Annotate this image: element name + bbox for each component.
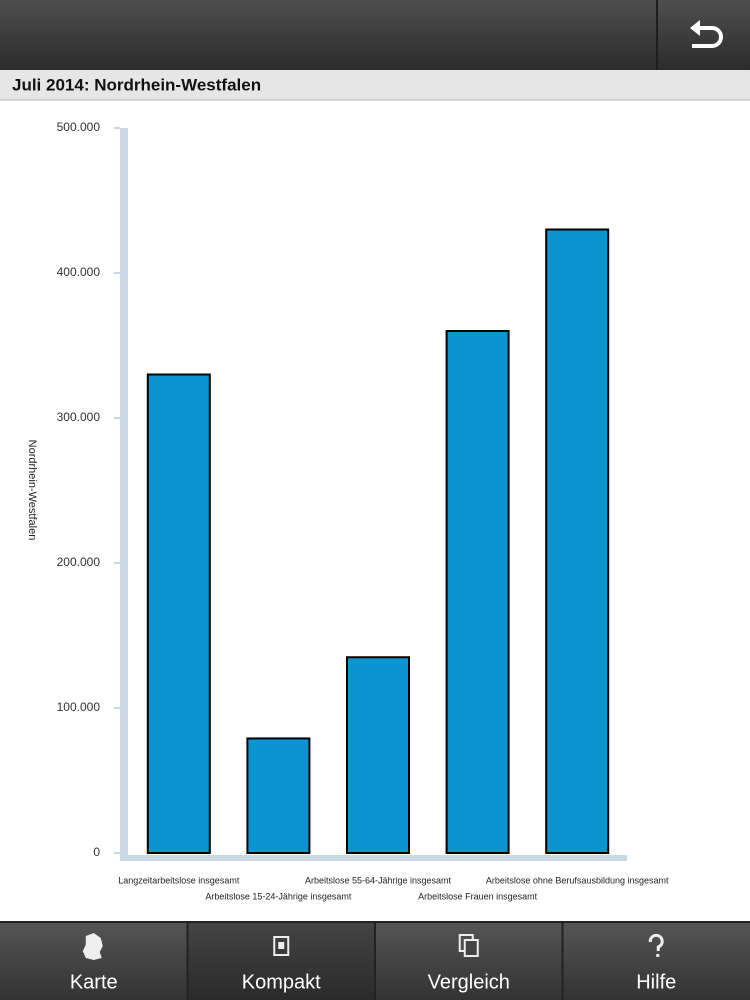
icon (82, 933, 103, 960)
icon (656, 954, 660, 957)
nav-tab[interactable]: Kompakt (186, 922, 376, 1000)
tab-label: Vergleich (428, 971, 510, 993)
plot: 0 100.000 200.000 300.000 400.000 500.000 Lang… (57, 120, 669, 901)
x-axis (120, 855, 627, 861)
title-bar (0, 70, 750, 100)
bar (246, 737, 311, 855)
x-tick-label: Langzeitarbeitslose insgesamt (118, 875, 240, 885)
icon (463, 939, 479, 957)
bar (445, 330, 510, 854)
y-tick-label: 300.000 (57, 410, 101, 424)
x-tick-label: Arbeitslose Frauen insgesamt (418, 891, 538, 901)
y-tick-label: 0 (93, 845, 100, 859)
x-tick-label: Arbeitslose ohne Berufsausbildung insges… (486, 875, 669, 885)
tab-icon (273, 936, 290, 956)
back-button[interactable] (658, 0, 750, 70)
nav-tab[interactable]: Hilfe (561, 922, 750, 1000)
tab-icon (458, 934, 479, 957)
y-tick-label: 400.000 (57, 265, 101, 279)
tab-label: Kompakt (242, 971, 321, 993)
bar (146, 373, 211, 854)
icon (278, 942, 285, 949)
y-tick-label: 100.000 (57, 700, 101, 714)
nav-tab[interactable]: Vergleich (374, 922, 563, 1000)
tab-icon (82, 933, 103, 960)
top-bar (0, 0, 750, 70)
bar (346, 656, 410, 854)
bar (545, 228, 610, 854)
y-axis (120, 128, 128, 861)
icon (273, 936, 290, 956)
x-tick-label: Arbeitslose 15-24-Jährige insgesamt (205, 891, 352, 901)
nav-tab[interactable]: Karte (0, 922, 188, 1000)
y-tick-label: 200.000 (57, 555, 101, 569)
x-tick-label: Arbeitslose 55-64-Jährige insgesamt (305, 875, 452, 885)
bottom-nav: Karte Kompakt Vergleich Hilfe (0, 921, 750, 1000)
tab-label: Karte (70, 971, 118, 993)
y-tick-label: 500.000 (57, 120, 101, 134)
icon (648, 933, 664, 951)
page-title: Juli 2014: Nordrhein-Westfalen (12, 75, 261, 94)
tab-background (187, 922, 375, 1000)
tab-label: Hilfe (636, 971, 676, 993)
y-axis-label: Nordrhein-Westfalen (26, 440, 38, 541)
tab-icon (648, 933, 664, 957)
